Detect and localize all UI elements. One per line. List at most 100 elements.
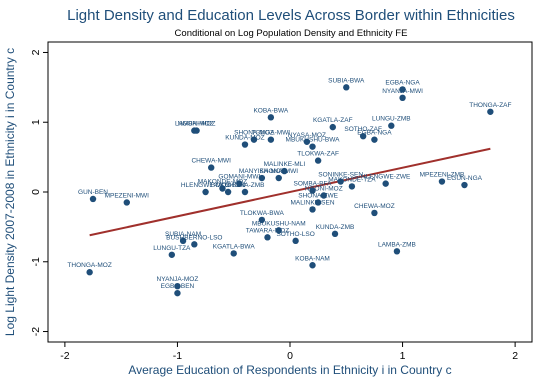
x-tick-label-0: -2 <box>60 350 69 362</box>
data-point-34 <box>123 199 130 206</box>
point-label-6: NGONI-MOZ <box>178 121 216 128</box>
point-label-47: KGATLA-BWA <box>213 243 256 250</box>
point-label-23: HLENGWE-MOZ <box>181 182 231 189</box>
point-label-15: MBUKUSHU-BWA <box>286 137 341 144</box>
data-point-30 <box>461 181 468 189</box>
point-label-0: SUBIA-BWA <box>328 77 365 84</box>
data-point-27 <box>348 183 356 190</box>
data-point-46 <box>168 251 176 258</box>
y-tick-label-3: 1 <box>30 119 42 125</box>
point-label-26: SONINKE-SEN <box>318 172 363 179</box>
data-point-19 <box>258 174 266 182</box>
point-label-38: CHEWA-MOZ <box>354 203 395 210</box>
data-point-28 <box>382 180 389 187</box>
data-point-7 <box>388 122 395 129</box>
data-point-16 <box>314 157 322 164</box>
data-point-35 <box>314 199 322 206</box>
fit-line <box>89 147 491 237</box>
point-label-13: NYASA-MOZ <box>288 132 326 139</box>
chart-subtitle: Conditional on Log Population Density an… <box>175 28 408 39</box>
point-label-39: MBUKUSHU-NAM <box>252 220 306 227</box>
data-point-47 <box>230 250 237 257</box>
data-point-11 <box>250 136 258 143</box>
data-point-29 <box>438 178 446 185</box>
data-point-42 <box>292 237 299 245</box>
point-label-28: HLENGWE-ZWE <box>361 174 411 181</box>
point-label-44: BUSHBERNO-LSO <box>166 234 222 241</box>
point-label-1: EGBA-NGA <box>385 79 420 86</box>
points-layer <box>86 84 494 297</box>
point-label-12: TONGA-MWI <box>252 130 291 137</box>
data-point-33 <box>89 195 97 203</box>
point-label-50: NYANJA-MOZ <box>157 276 199 283</box>
data-point-9 <box>359 132 367 140</box>
data-point-22 <box>219 185 226 192</box>
point-label-46: LUNGU-TZA <box>153 245 191 252</box>
data-point-48 <box>309 262 316 269</box>
data-point-31 <box>309 187 316 194</box>
point-label-16: TLOKWA-ZAF <box>297 151 339 158</box>
point-label-35: SHONA-ZWE <box>298 192 338 199</box>
data-point-17 <box>208 164 215 171</box>
data-point-39 <box>275 227 282 234</box>
point-label-17: CHEWA-MWI <box>191 158 231 165</box>
point-label-45: LAMBA-ZMB <box>378 241 416 248</box>
chart-title: Light Density and Education Levels Acros… <box>67 7 515 24</box>
point-label-43: SUBIA-NAM <box>165 231 201 238</box>
data-point-18 <box>281 167 288 175</box>
x-tick-label-3: 1 <box>400 350 406 362</box>
point-label-49: THONGA-MOZ <box>67 262 111 269</box>
point-label-24: BOKO-BEN <box>211 182 246 189</box>
data-point-4 <box>267 114 275 121</box>
point-label-20: SHONA-MWI <box>259 168 298 175</box>
point-label-19: MANYIKA-MOZ <box>239 168 285 175</box>
point-label-18: MALINKE-MLI <box>264 161 306 168</box>
data-point-49 <box>86 269 93 276</box>
point-label-14: KUNDA-MOZ <box>225 135 264 142</box>
data-point-41 <box>264 234 271 241</box>
point-label-41: TAWARA-MOZ <box>246 227 289 234</box>
y-axis-title: Log Light Density 2007-2008 in Ethnicity… <box>3 48 17 336</box>
point-label-5: LAMBA-MOZ <box>175 121 214 128</box>
y-tick-label-1: -1 <box>30 257 42 266</box>
point-label-27: MAKONDE-TZA <box>328 176 376 183</box>
point-label-30: EGUN-NGA <box>447 175 483 182</box>
ticks-layer: -2 -1 0 1 2 -2 -1 0 1 2 <box>30 49 518 362</box>
fit-layer <box>89 147 491 237</box>
point-label-29: MPEZENI-ZMB <box>420 172 465 179</box>
y-tick-label-4: 2 <box>30 49 42 55</box>
point-label-7: LUNGU-ZMB <box>372 116 411 123</box>
data-point-23 <box>202 188 209 196</box>
x-tick-label-2: 0 <box>287 350 293 362</box>
data-point-15 <box>309 143 316 150</box>
data-point-1 <box>399 86 406 93</box>
data-point-26 <box>337 178 344 185</box>
point-label-51: EGBA-BEN <box>161 283 195 290</box>
data-point-2 <box>399 94 406 102</box>
point-label-36: MALINKE-SEN <box>290 199 334 206</box>
point-label-3: THONGA-ZAF <box>469 102 511 109</box>
data-point-3 <box>487 108 494 115</box>
data-point-36 <box>309 206 316 213</box>
data-point-12 <box>267 136 275 143</box>
point-label-25: SHONA-ZMB <box>225 182 264 189</box>
labels-layer: SUBIA-BWA EGBA-NGA NYANJA-MWI THONGA-ZAF KOB… <box>67 77 511 290</box>
data-point-44 <box>191 241 198 248</box>
data-point-43 <box>179 237 187 245</box>
point-label-33: GUN-BEN <box>78 189 108 196</box>
point-label-37: TLOKWA-BWA <box>240 210 285 217</box>
data-point-6 <box>193 127 200 134</box>
point-label-48: KOBA-NAM <box>295 255 330 262</box>
x-axis-title: Average Education of Respondents in Ethn… <box>128 363 451 377</box>
point-label-8: KGATLA-ZAF <box>313 117 353 124</box>
point-label-42: SOTHO-LSO <box>276 231 314 238</box>
point-label-2: NYANJA-MWI <box>382 88 423 95</box>
point-label-31: SOMBA-BFA <box>294 181 333 188</box>
y-tick-label-2: 0 <box>30 189 42 195</box>
point-label-10: EGBA-NGA <box>357 130 392 137</box>
data-point-37 <box>258 216 266 224</box>
data-point-10 <box>371 136 378 143</box>
point-label-21: GOMANI-MWI <box>218 174 260 181</box>
data-point-25 <box>241 188 249 196</box>
